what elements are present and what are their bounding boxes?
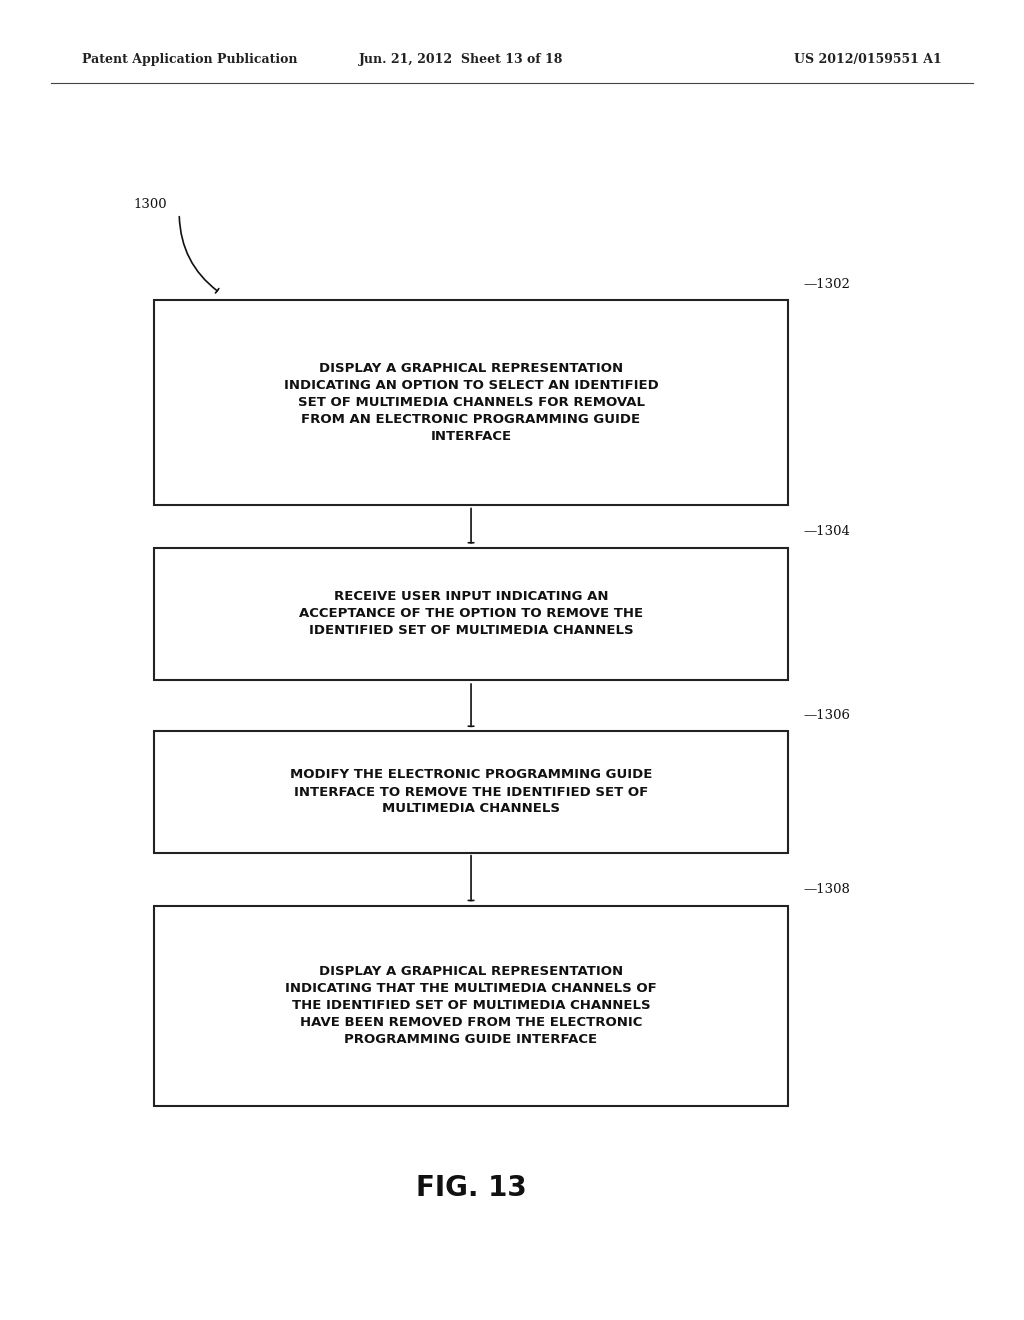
Text: Jun. 21, 2012  Sheet 13 of 18: Jun. 21, 2012 Sheet 13 of 18: [358, 53, 563, 66]
Text: —1304: —1304: [804, 525, 851, 539]
Text: US 2012/0159551 A1: US 2012/0159551 A1: [795, 53, 942, 66]
Text: RECEIVE USER INPUT INDICATING AN
ACCEPTANCE OF THE OPTION TO REMOVE THE
IDENTIFI: RECEIVE USER INPUT INDICATING AN ACCEPTA…: [299, 590, 643, 638]
Text: —1302: —1302: [804, 279, 851, 290]
Text: —1308: —1308: [804, 883, 851, 896]
FancyBboxPatch shape: [154, 301, 788, 506]
Text: MODIFY THE ELECTRONIC PROGRAMMING GUIDE
INTERFACE TO REMOVE THE IDENTIFIED SET O: MODIFY THE ELECTRONIC PROGRAMMING GUIDE …: [290, 768, 652, 816]
Text: DISPLAY A GRAPHICAL REPRESENTATION
INDICATING AN OPTION TO SELECT AN IDENTIFIED
: DISPLAY A GRAPHICAL REPRESENTATION INDIC…: [284, 362, 658, 444]
FancyBboxPatch shape: [154, 548, 788, 680]
FancyBboxPatch shape: [154, 906, 788, 1106]
Text: Patent Application Publication: Patent Application Publication: [82, 53, 297, 66]
Text: DISPLAY A GRAPHICAL REPRESENTATION
INDICATING THAT THE MULTIMEDIA CHANNELS OF
TH: DISPLAY A GRAPHICAL REPRESENTATION INDIC…: [285, 965, 657, 1047]
Text: 1300: 1300: [133, 198, 167, 211]
Text: —1306: —1306: [804, 709, 851, 722]
FancyBboxPatch shape: [154, 731, 788, 853]
Text: FIG. 13: FIG. 13: [416, 1173, 526, 1203]
